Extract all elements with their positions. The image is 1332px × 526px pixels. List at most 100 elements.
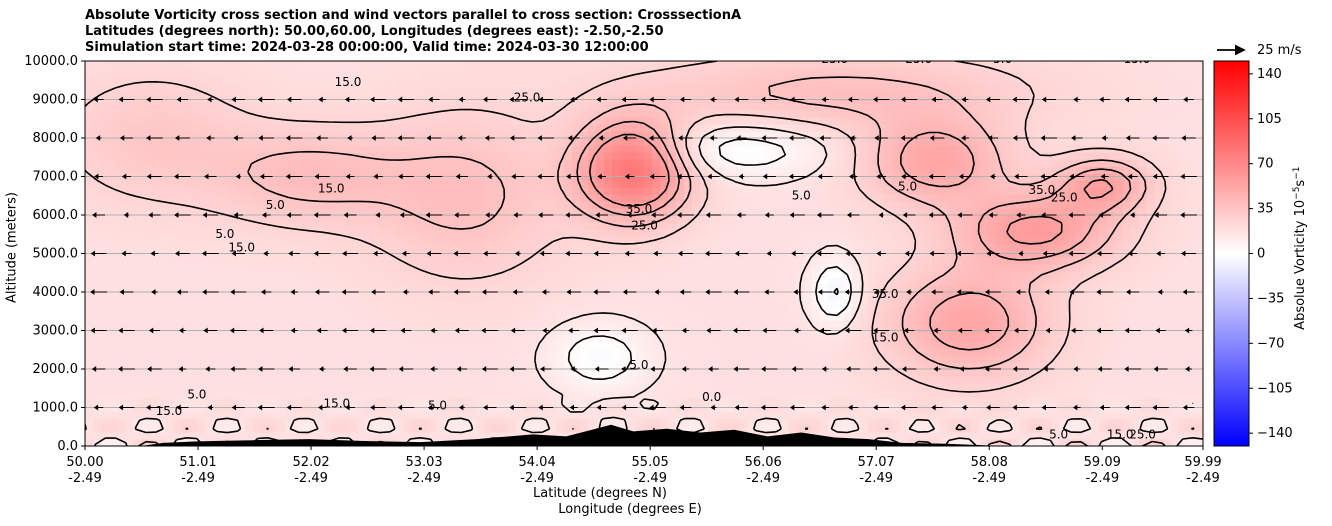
heat-cell (412, 390, 421, 398)
heat-cell (260, 75, 270, 83)
heat-cell (148, 75, 158, 83)
heat-cell (148, 61, 158, 69)
heat-cell (268, 418, 278, 426)
heat-cell (524, 418, 533, 426)
heat-cell (388, 285, 398, 293)
heat-cell (723, 369, 733, 377)
heat-cell (324, 131, 334, 139)
heat-cell (500, 432, 509, 440)
heat-cell (92, 369, 102, 377)
heat-cell (572, 264, 581, 272)
heat-cell (691, 334, 701, 342)
heat-cell (755, 82, 765, 90)
heat-cell (564, 208, 573, 216)
heat-cell (699, 61, 709, 69)
heat-cell (228, 117, 238, 125)
heat-cell (556, 376, 565, 384)
heat-cell (372, 313, 382, 321)
heat-cell (452, 418, 461, 426)
heat-cell (396, 89, 406, 97)
heat-cell (300, 306, 310, 314)
heat-cell (516, 362, 525, 370)
heat-cell (612, 110, 621, 118)
heat-cell (132, 341, 142, 349)
heat-cell (707, 299, 717, 307)
heat-cell (492, 411, 501, 419)
heat-cell (292, 229, 302, 237)
heat-cell (580, 257, 589, 265)
heat-cell (803, 215, 813, 223)
heat-cell (620, 306, 629, 314)
heat-cell (460, 68, 469, 76)
heat-cell (300, 89, 310, 97)
heat-cell (260, 103, 270, 111)
heat-cell (500, 292, 509, 300)
heat-cell (108, 397, 118, 405)
heat-cell (699, 180, 709, 188)
heat-cell (556, 124, 565, 132)
heat-cell (204, 397, 214, 405)
heat-cell (380, 257, 390, 265)
heat-cell (196, 271, 206, 279)
heat-cell (667, 425, 677, 433)
heat-cell (651, 271, 661, 279)
heat-cell (460, 61, 469, 69)
heat-cell (771, 82, 781, 90)
heat-cell (763, 201, 773, 209)
heat-cell (140, 271, 150, 279)
heat-cell (356, 411, 366, 419)
heat-cell (420, 264, 429, 272)
heat-cell (667, 138, 677, 146)
heat-cell (356, 89, 366, 97)
heat-cell (763, 355, 773, 363)
heat-cell (659, 278, 669, 286)
heat-cell (628, 341, 637, 349)
heat-cell (396, 201, 406, 209)
heat-cell (100, 222, 110, 230)
heat-cell (516, 299, 525, 307)
heat-cell (180, 348, 190, 356)
heat-cell (356, 425, 366, 433)
heat-cell (580, 306, 589, 314)
heat-cell (372, 145, 382, 153)
heat-cell (116, 397, 126, 405)
heat-cell (292, 411, 302, 419)
heat-cell (348, 271, 358, 279)
heat-cell (564, 362, 573, 370)
heat-cell (308, 124, 318, 132)
heat-cell (699, 103, 709, 111)
heat-cell (747, 271, 757, 279)
heat-cell (667, 145, 677, 153)
heat-cell (364, 334, 374, 342)
heat-cell (180, 383, 190, 391)
heat-cell (675, 348, 685, 356)
heat-cell (348, 313, 358, 321)
heat-cell (356, 362, 366, 370)
heat-cell (188, 397, 198, 405)
heat-cell (220, 215, 230, 223)
heat-cell (204, 432, 214, 440)
heat-cell (715, 89, 725, 97)
heat-cell (388, 131, 398, 139)
heat-cell (699, 376, 709, 384)
heat-cell (795, 68, 805, 76)
heat-cell (452, 362, 461, 370)
heat-cell (500, 117, 509, 125)
heat-cell (516, 208, 525, 216)
heat-cell (707, 341, 717, 349)
heat-cell (420, 145, 429, 153)
heat-cell (268, 376, 278, 384)
heat-cell (651, 341, 661, 349)
heat-cell (755, 152, 765, 160)
heat-cell (212, 180, 222, 188)
heat-cell (252, 257, 262, 265)
heat-cell (100, 299, 110, 307)
heat-cell (540, 166, 549, 174)
heat-cell (85, 131, 94, 139)
heat-cell (452, 306, 461, 314)
heat-cell (644, 285, 653, 293)
heat-cell (620, 229, 629, 237)
heat-cell (420, 229, 429, 237)
heat-cell (164, 383, 174, 391)
heat-cell (755, 348, 765, 356)
